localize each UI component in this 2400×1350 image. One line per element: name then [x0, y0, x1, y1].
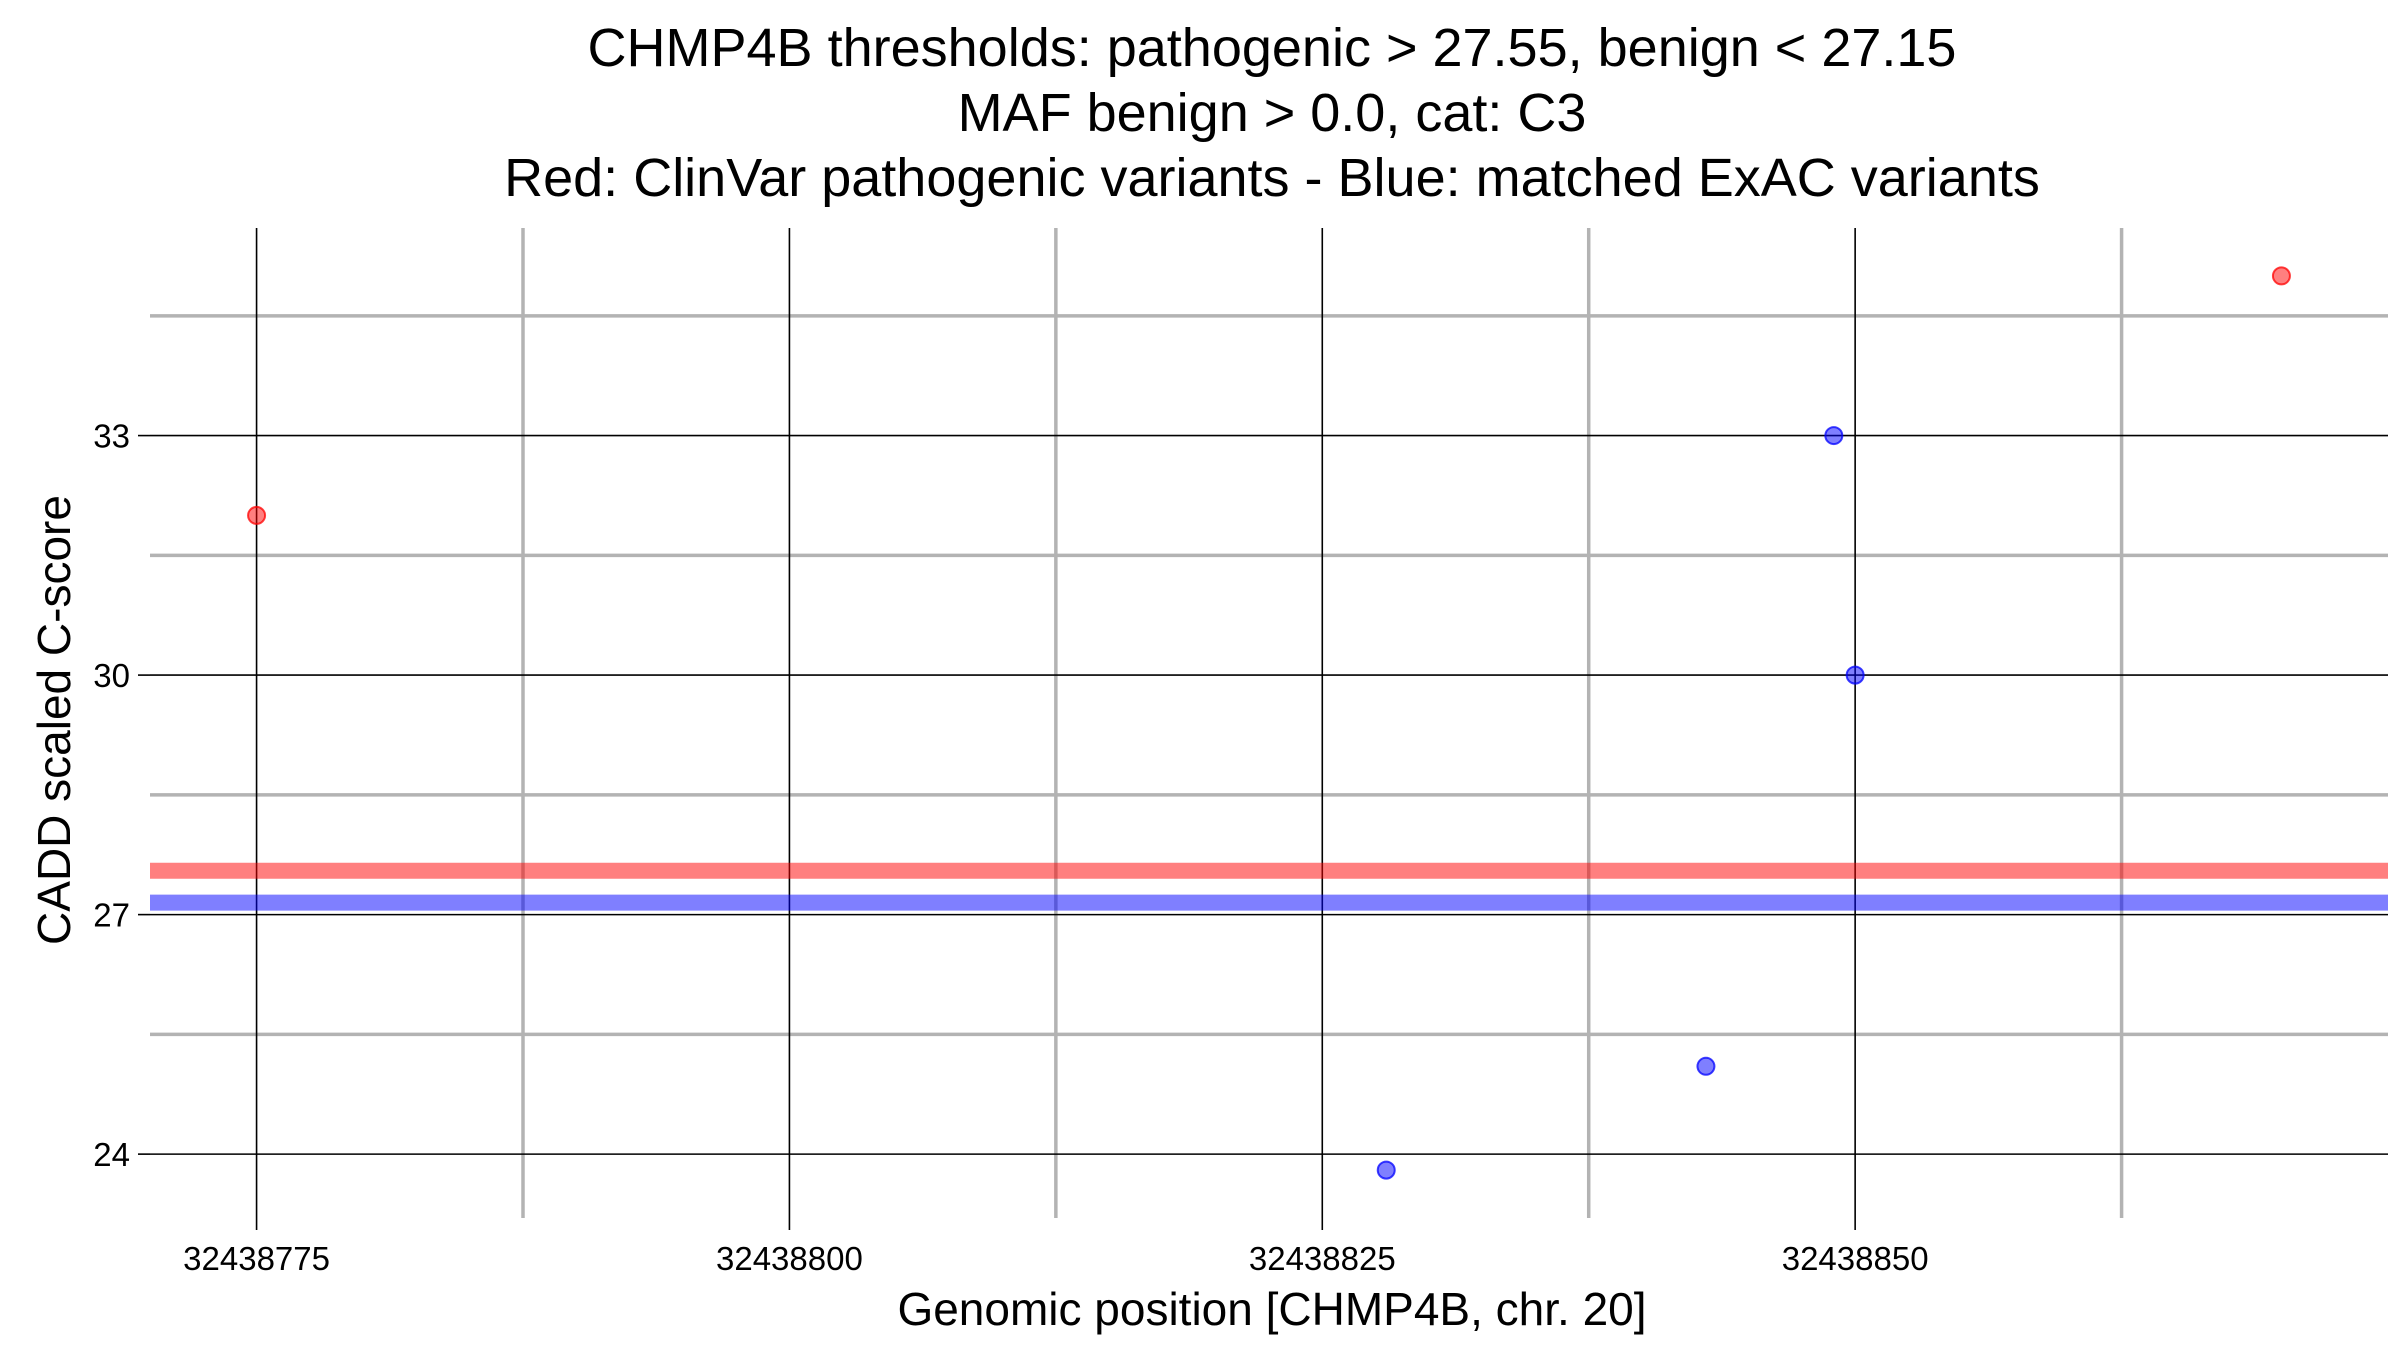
title-line-2: MAF benign > 0.0, cat: C3: [958, 83, 1587, 143]
data-point-series-1-0: [1824, 426, 1844, 446]
x-tick-label-3: 32438850: [1782, 1240, 1929, 1277]
y-tick-label-3: 33: [93, 418, 130, 455]
title-line-1: CHMP4B thresholds: pathogenic > 27.55, b…: [588, 18, 1957, 78]
data-point-series-1-2: [1696, 1056, 1716, 1076]
data-point-series-1-1: [1845, 665, 1865, 685]
chart-title: CHMP4B thresholds: pathogenic > 27.55, b…: [504, 18, 2040, 208]
y-tick-label-1: 27: [93, 897, 130, 934]
x-tick-label-0: 32438775: [183, 1240, 330, 1277]
x-tick-label-1: 32438800: [716, 1240, 863, 1277]
y-tick-label-0: 24: [93, 1136, 130, 1173]
y-axis-title: CADD scaled C-score: [28, 495, 80, 945]
x-axis-title: Genomic position [CHMP4B, chr. 20]: [897, 1283, 1646, 1335]
data-point-series-1-3: [1376, 1160, 1396, 1180]
data-point-series-0-1: [2271, 266, 2291, 286]
x-tick-label-2: 32438825: [1249, 1240, 1396, 1277]
plot-area: 32438775 32438800 32438825 32438850 24 27 30 33: [93, 228, 2388, 1277]
y-tick-label-2: 30: [93, 657, 130, 694]
title-line-3: Red: ClinVar pathogenic variants - Blue:…: [504, 148, 2040, 208]
data-point-series-0-0: [247, 505, 267, 525]
